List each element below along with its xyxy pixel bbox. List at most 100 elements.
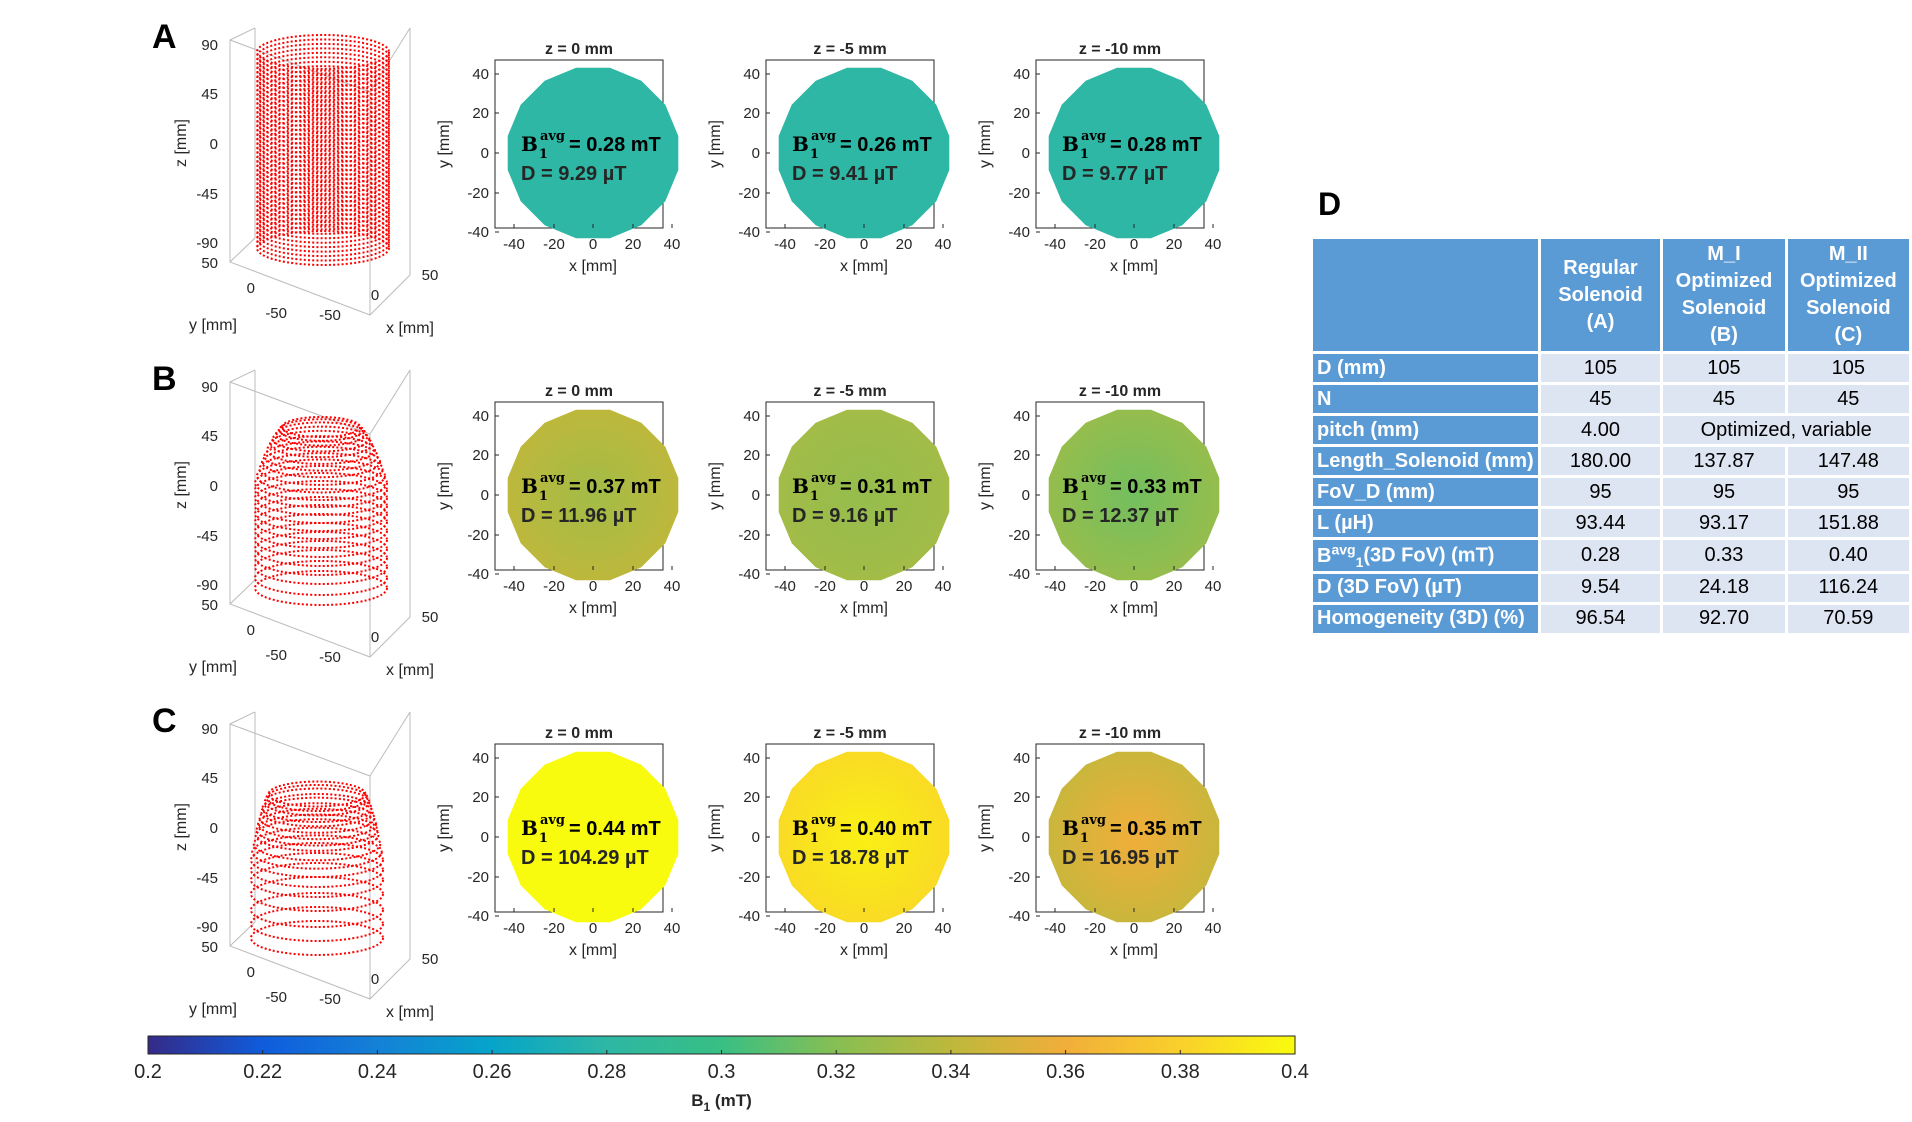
column-header: Regular Solenoid (A) [1540,239,1661,351]
bavg-base: B [1062,816,1079,840]
panel-row-a: A 90 45 0 -45 -90 z [mm] 50 0 -50 y [mm] -50 0 50 x [m… [152,18,1221,337]
x-axis-label: x [mm] [569,600,617,617]
field-disc [778,409,950,581]
coil-axes-top [229,381,371,435]
x-tick-label: 50 [422,267,439,284]
coil-turn [256,91,390,128]
coil-turn [252,826,382,862]
y-tick-label: 40 [472,66,489,83]
colorbar-tick-label: 0.32 [817,1061,856,1083]
table-cell: 45 [1663,385,1785,413]
y-tick-label: 40 [1013,750,1030,767]
field-map: z = -10 mm 40 20 0 -20 -40 y [mm] -40 -20 0 20 40 x … [977,41,1221,275]
coil-turn [271,425,371,453]
coil-axes-back [229,711,256,946]
coil-turn [250,920,384,956]
coil-turn [256,65,390,102]
x-tick-label: 40 [1205,578,1222,595]
coil-turn [256,114,390,151]
d-annotation: D = 104.29 µT [521,847,649,869]
field-disc [1048,751,1220,923]
y-tick-label: 20 [472,105,489,122]
table-cell: 70.59 [1787,604,1909,633]
y-tick-label: 0 [1022,487,1030,504]
d-annotation: D = 9.29 µT [521,163,626,185]
z-tick-label: 90 [201,379,218,396]
map-title: z = -5 mm [813,41,886,58]
y-tick-label: 20 [1013,447,1030,464]
x-tick-label: -40 [503,578,525,595]
row-header: FoV_D (mm) [1313,478,1538,506]
coil-turn [256,203,390,240]
x-tick-label: 0 [589,578,597,595]
colorbar-label-base: B [691,1091,703,1110]
coil-turn [256,87,390,124]
bavg-base: B [792,816,809,840]
y-tick-label: 20 [743,447,760,464]
bavg-base: B [1062,474,1079,498]
colorbar: 0.2 0.22 0.24 0.26 0.28 0.3 0.32 0.34 0.36 0.38 0.… [134,1035,1309,1114]
coil-turn [256,176,390,213]
row-header: D (mm) [1313,354,1538,382]
bavg-base: B [1317,544,1332,567]
map-title: z = 0 mm [545,383,613,400]
field-disc [1048,409,1220,581]
y-tick-label: -20 [1008,527,1030,544]
coil-turn [256,47,390,84]
table-cell: 0.40 [1787,540,1909,571]
colorbar-label-unit: (mT) [710,1091,752,1110]
y-axis-label: y [mm] [436,462,453,510]
colorbar-tick-label: 0.3 [708,1061,736,1083]
field-map: z = 0 mm 40 20 0 -20 -40 y [mm] -40 -20 0 20 40 x [m… [436,41,680,275]
bavg-base: B [521,474,538,498]
coil-turn [254,504,388,540]
coil-turn [256,172,390,209]
coil-turn [260,796,374,828]
y-tick-label: 0 [247,622,255,639]
coil-axes-back [229,369,256,604]
coil-turn [256,60,390,97]
y-axis-label: y [mm] [189,1001,237,1018]
bavg-sup: avg [811,813,836,828]
colorbar-tick-label: 0.22 [243,1061,282,1083]
y-tick-label: -40 [1008,908,1030,925]
coil-turn [256,212,390,249]
bavg-sub: 1 [1080,831,1089,846]
y-tick-label: 40 [1013,408,1030,425]
coil-turn [256,74,390,111]
field-disc [778,751,950,923]
bavg-sub: 1 [539,489,548,504]
x-tick-label: -20 [543,578,565,595]
coil-turn [257,807,377,841]
y-tick-label: 0 [1022,829,1030,846]
colorbar-tick-label: 0.26 [473,1061,512,1083]
panels-group: A 90 45 0 -45 -90 z [mm] 50 0 -50 y [mm] -50 0 50 x [m… [152,18,1221,1021]
coil-turn [254,818,380,852]
colorbar-tick-label: 0.36 [1046,1061,1085,1083]
x-tick-label: 40 [1205,236,1222,253]
coil-turn [263,440,379,472]
coil-turn [254,540,388,576]
coil-turn [250,892,384,928]
x-tick-label: 40 [935,236,952,253]
coil-turn [254,465,388,501]
coil-turn [256,207,390,244]
field-map: z = -5 mm 40 20 0 -20 -40 y [mm] -40 -20 0 20 40 x [… [707,383,951,617]
panel-label-d: D [1318,186,1342,222]
coil-turn [254,472,388,508]
x-tick-label: -20 [1084,236,1106,253]
bavg-sup: avg [1081,471,1106,486]
x-axis-label: x [mm] [840,600,888,617]
x-tick-label: -20 [1084,920,1106,937]
coil-turn [256,127,390,164]
y-axis-label: y [mm] [189,317,237,334]
x-tick-label: -20 [814,236,836,253]
coil-turn [254,549,388,585]
field-disc [507,751,679,923]
field-map: z = 0 mm 40 20 0 -20 -40 y [mm] -40 -20 0 20 40 x [m… [436,725,680,959]
y-tick-label: 0 [481,145,489,162]
y-tick-label: 0 [1022,145,1030,162]
coil-turn [266,435,376,465]
colorbar-tick-label: 0.28 [587,1061,626,1083]
